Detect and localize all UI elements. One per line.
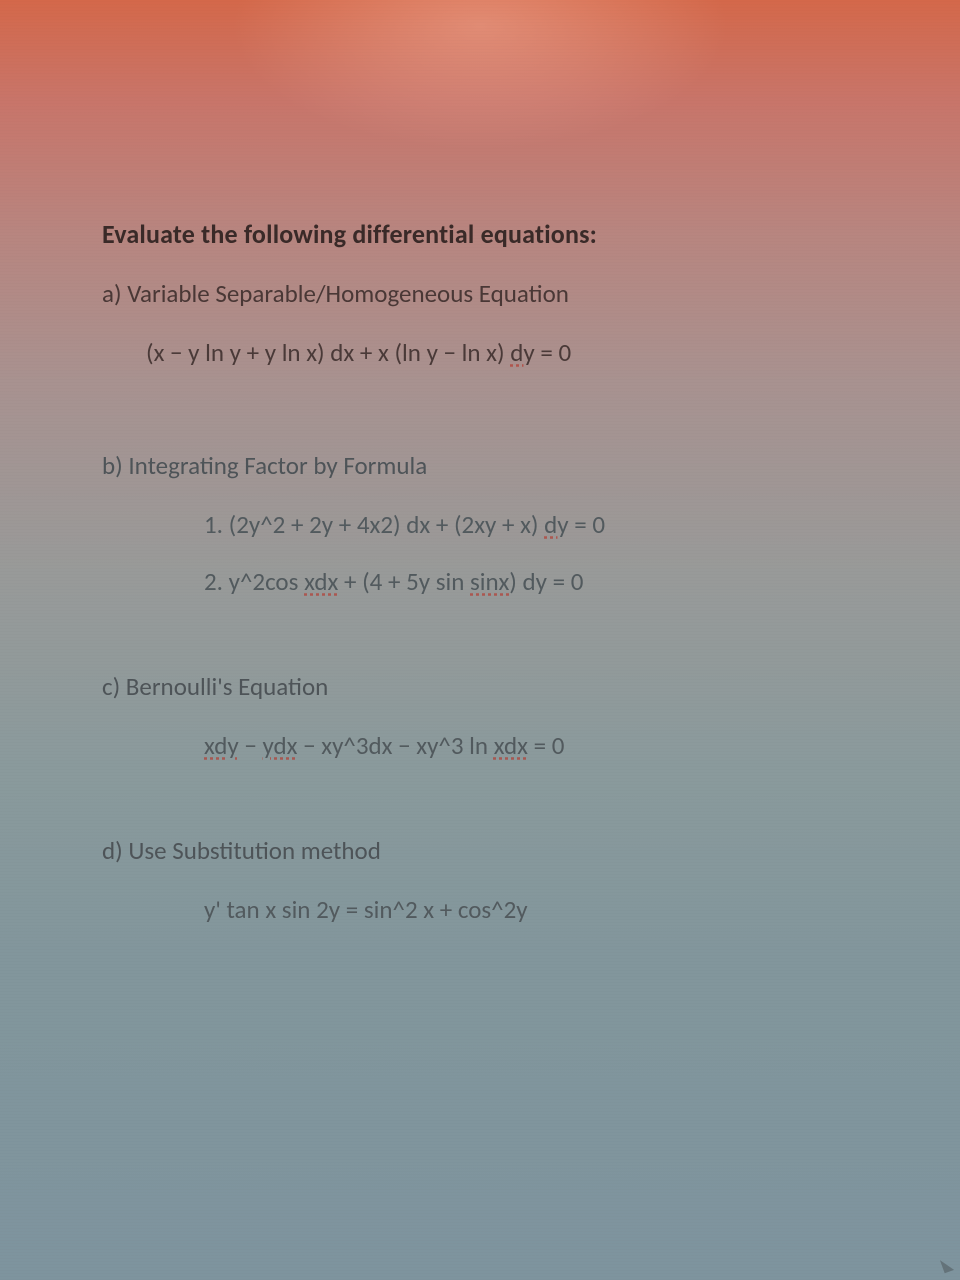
section-a-label: a) Variable Separable/Homogeneous Equati… — [102, 278, 862, 309]
equation-c-mid1: − — [239, 730, 263, 761]
document-content: Evaluate the following differential equa… — [102, 218, 862, 951]
section-b-label: b) Integrating Factor by Formula — [102, 450, 862, 481]
equation-d: y' tan x sin 2y = sin^2 x + cos^2y — [204, 894, 862, 925]
section-c: c) Bernoulli's Equation xdy − ydx − xy^3… — [102, 671, 862, 761]
equation-b2-mid: + (4 + 5y sin — [338, 566, 470, 597]
equation-c-post: = 0 — [528, 730, 564, 761]
section-d: d) Use Substitution method y' tan x sin … — [102, 835, 862, 925]
section-b: b) Integrating Factor by Formula 1. (2y^… — [102, 450, 862, 597]
equation-a-pre: (x − y ln y + y ln x) dx + x (ln y − ln … — [146, 337, 510, 368]
equation-c-ydx: ydx — [263, 730, 298, 761]
equation-a-post: = 0 — [535, 337, 571, 368]
equation-c: xdy − ydx − xy^3dx − xy^3 ln xdx = 0 — [204, 730, 862, 761]
equation-b1-pre: 1. (2y^2 + 2y + 4x2) dx + (2xy + x) — [204, 509, 544, 540]
equation-b2-sinx: sinx — [470, 566, 509, 597]
section-d-label: d) Use Substitution method — [102, 835, 862, 866]
main-heading: Evaluate the following differential equa… — [102, 218, 862, 250]
equation-b2: 2. y^2cos xdx + (4 + 5y sin sinx) dy = 0 — [204, 566, 862, 597]
equation-b2-post: ) dy = 0 — [509, 566, 583, 597]
section-c-label: c) Bernoulli's Equation — [102, 671, 862, 702]
equation-b2-xdx: xdx — [304, 566, 338, 597]
equation-b2-pre: 2. y^2cos — [204, 566, 304, 597]
equation-c-xdx: xdx — [494, 730, 528, 761]
equation-b1-post: = 0 — [569, 509, 605, 540]
equation-b1-dy: dy — [544, 509, 568, 540]
equation-c-xdy: xdy — [204, 730, 239, 761]
cursor-hint-icon — [940, 1257, 954, 1274]
equation-b1: 1. (2y^2 + 2y + 4x2) dx + (2xy + x) dy =… — [204, 509, 862, 540]
equation-a-dy: dy — [510, 337, 534, 368]
equation-a: (x − y ln y + y ln x) dx + x (ln y − ln … — [146, 337, 862, 368]
section-a: a) Variable Separable/Homogeneous Equati… — [102, 278, 862, 368]
equation-c-mid2: − xy^3dx − xy^3 ln — [298, 730, 494, 761]
